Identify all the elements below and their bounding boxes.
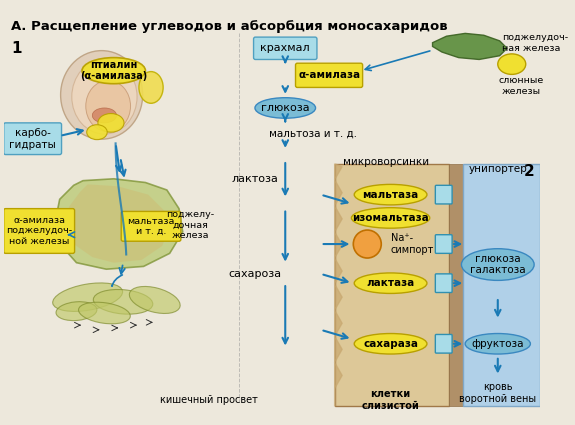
FancyBboxPatch shape xyxy=(335,164,449,406)
FancyBboxPatch shape xyxy=(435,274,452,292)
Text: мальтоза и т. д.: мальтоза и т. д. xyxy=(269,129,357,139)
FancyBboxPatch shape xyxy=(435,185,452,204)
FancyBboxPatch shape xyxy=(435,334,452,353)
Ellipse shape xyxy=(354,273,427,293)
Ellipse shape xyxy=(93,289,153,314)
Text: микроворсинки: микроворсинки xyxy=(343,157,429,167)
Ellipse shape xyxy=(139,71,163,103)
Text: лактаза: лактаза xyxy=(366,278,415,288)
FancyArrowPatch shape xyxy=(112,275,122,286)
Text: мальтаза: мальтаза xyxy=(362,190,419,200)
Ellipse shape xyxy=(498,54,526,74)
Ellipse shape xyxy=(60,51,143,139)
Ellipse shape xyxy=(79,302,131,324)
Ellipse shape xyxy=(87,125,107,140)
Text: фруктоза: фруктоза xyxy=(472,339,524,349)
Ellipse shape xyxy=(56,302,97,320)
Text: Na⁺-
симпорт: Na⁺- симпорт xyxy=(390,233,434,255)
Text: поджелу-
дочная
железа: поджелу- дочная железа xyxy=(166,210,214,240)
FancyBboxPatch shape xyxy=(4,123,62,155)
Text: α-амилаза
поджелудоч-
ной железы: α-амилаза поджелудоч- ной железы xyxy=(6,216,72,246)
Polygon shape xyxy=(432,34,507,60)
Text: А. Расщепление углеводов и абсорбция моносахаридов: А. Расщепление углеводов и абсорбция мон… xyxy=(11,20,448,33)
Ellipse shape xyxy=(72,60,137,134)
Ellipse shape xyxy=(255,98,316,118)
Ellipse shape xyxy=(98,113,124,132)
FancyBboxPatch shape xyxy=(296,63,363,88)
Text: унипортер: унипортер xyxy=(469,164,527,175)
Text: поджелудоч-
ная железа: поджелудоч- ная железа xyxy=(503,34,569,53)
Ellipse shape xyxy=(129,286,180,314)
Ellipse shape xyxy=(86,80,131,132)
Text: сахараза: сахараза xyxy=(363,339,418,349)
Text: кишечный просвет: кишечный просвет xyxy=(160,395,258,405)
Text: клетки
слизистой: клетки слизистой xyxy=(362,389,420,411)
Text: глюкоза: глюкоза xyxy=(261,103,309,113)
Text: лактоза: лактоза xyxy=(232,174,279,184)
Text: мальтаза
и т. д.: мальтаза и т. д. xyxy=(127,217,175,236)
Ellipse shape xyxy=(93,108,117,123)
Text: кровь
воротной вены: кровь воротной вены xyxy=(459,382,536,404)
Text: сахароза: сахароза xyxy=(229,269,282,279)
FancyBboxPatch shape xyxy=(254,37,317,60)
Ellipse shape xyxy=(53,283,122,312)
Circle shape xyxy=(353,230,381,258)
Text: изомальтаза: изомальтаза xyxy=(352,213,429,223)
Ellipse shape xyxy=(465,334,530,354)
Polygon shape xyxy=(335,164,342,406)
Text: крахмал: крахмал xyxy=(260,43,310,53)
Ellipse shape xyxy=(82,58,145,84)
Polygon shape xyxy=(55,179,183,269)
Polygon shape xyxy=(66,184,170,263)
Text: карбо-
гидраты: карбо- гидраты xyxy=(9,128,56,150)
Text: α-амилаза: α-амилаза xyxy=(298,70,360,80)
FancyBboxPatch shape xyxy=(463,164,540,406)
Text: птиалин
(α-амилаза): птиалин (α-амилаза) xyxy=(80,60,147,82)
FancyBboxPatch shape xyxy=(4,209,75,253)
Text: слюнные
железы: слюнные железы xyxy=(499,76,544,96)
FancyBboxPatch shape xyxy=(435,235,452,253)
Ellipse shape xyxy=(354,184,427,205)
Ellipse shape xyxy=(351,208,430,228)
FancyBboxPatch shape xyxy=(121,211,181,241)
FancyBboxPatch shape xyxy=(449,164,463,406)
Text: глюкоза
галактоза: глюкоза галактоза xyxy=(470,254,526,275)
Ellipse shape xyxy=(461,249,534,280)
Text: 2: 2 xyxy=(524,164,535,179)
Ellipse shape xyxy=(354,334,427,354)
Text: 1: 1 xyxy=(11,41,22,56)
